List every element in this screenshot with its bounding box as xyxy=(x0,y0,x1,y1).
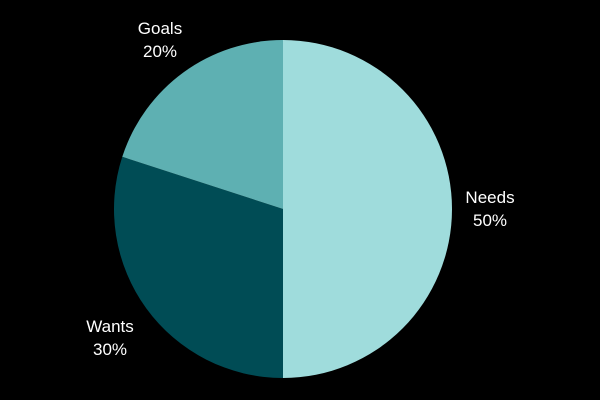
slice-label-wants-name: Wants xyxy=(86,317,134,336)
pie-slices xyxy=(113,39,452,378)
pie-slice-wants xyxy=(113,156,283,378)
slice-label-wants-value: 30% xyxy=(93,340,127,359)
slice-label-needs-name: Needs xyxy=(465,188,514,207)
pie-slice-goals xyxy=(122,39,284,209)
pie-slice-needs xyxy=(283,40,452,378)
slice-label-needs-value: 50% xyxy=(473,211,507,230)
slice-label-goals-value: 20% xyxy=(143,42,177,61)
slice-label-goals-name: Goals xyxy=(138,19,182,38)
